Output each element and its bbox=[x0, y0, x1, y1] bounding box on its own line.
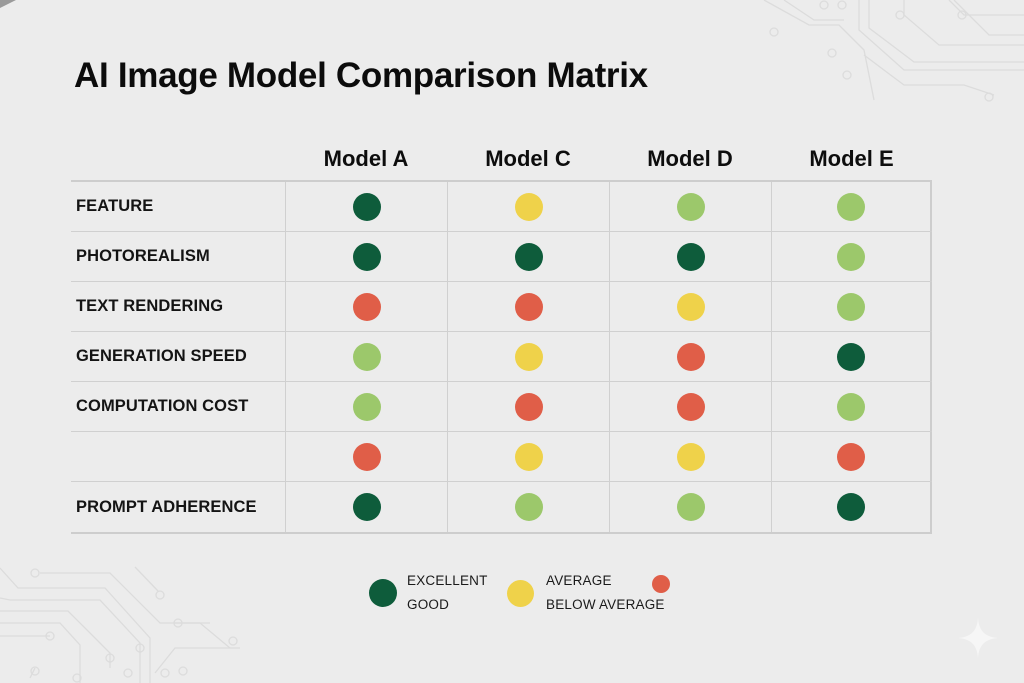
legend-label-below-average: BELOW AVERAGE bbox=[546, 597, 665, 612]
rating-dot-icon bbox=[837, 392, 865, 421]
circuit-pattern-decoration bbox=[763, 0, 1024, 102]
sparkle-icon bbox=[958, 618, 998, 658]
legend-label-average: AVERAGE bbox=[546, 573, 612, 588]
rating-dot-icon bbox=[352, 192, 381, 221]
rating-cell bbox=[285, 332, 447, 381]
rating-cell bbox=[447, 332, 609, 381]
rating-dot-icon bbox=[352, 342, 381, 371]
rating-cell bbox=[771, 232, 932, 281]
rating-dot-icon bbox=[676, 242, 705, 271]
legend: EXCELLENT GOOD AVERAGE BELOW AVERAGE bbox=[369, 570, 689, 620]
row-label-photorealism: PHOTOREALISM bbox=[76, 247, 210, 265]
rating-cell bbox=[609, 382, 771, 431]
legend-label-excellent: EXCELLENT bbox=[407, 573, 488, 588]
column-header-model-c: Model C bbox=[485, 146, 571, 171]
table-row: COMPUTATION COST bbox=[71, 382, 932, 432]
rating-dot-icon bbox=[837, 292, 865, 321]
table-row: GENERATION SPEED bbox=[71, 332, 932, 382]
rating-cell bbox=[609, 182, 771, 231]
rating-cell bbox=[771, 382, 932, 431]
rating-cell bbox=[447, 182, 609, 231]
table-row: FEATURE bbox=[71, 182, 932, 232]
row-label-computation-cost: COMPUTATION COST bbox=[76, 397, 249, 415]
rating-cell bbox=[771, 332, 932, 381]
legend-label-good: GOOD bbox=[407, 597, 450, 612]
legend-average-dot-icon bbox=[507, 580, 534, 607]
rating-dot-icon bbox=[676, 392, 705, 421]
rating-cell bbox=[771, 282, 932, 331]
rating-cell bbox=[285, 482, 447, 532]
rating-cell bbox=[447, 482, 609, 532]
legend-excellent-dot-icon bbox=[369, 579, 397, 607]
rating-dot-icon bbox=[837, 493, 865, 521]
rating-dot-icon bbox=[514, 442, 543, 471]
rating-dot-icon bbox=[514, 242, 543, 271]
table-row: PROMPT ADHERENCE bbox=[71, 482, 932, 532]
rating-cell bbox=[447, 282, 609, 331]
rating-dot-icon bbox=[676, 442, 705, 471]
rating-cell bbox=[285, 182, 447, 231]
rating-dot-icon bbox=[514, 342, 543, 371]
rating-cell bbox=[447, 232, 609, 281]
corner-empty-cell bbox=[71, 140, 285, 180]
column-header-model-d: Model D bbox=[647, 146, 733, 171]
rating-cell bbox=[771, 182, 932, 231]
circuit-pattern-decoration bbox=[0, 566, 240, 683]
row-label-text-rendering: TEXT RENDERING bbox=[76, 297, 224, 315]
rating-cell bbox=[609, 282, 771, 331]
page-title: AI Image Model Comparison Matrix bbox=[74, 56, 648, 95]
rating-cell bbox=[771, 432, 932, 481]
rating-dot-icon bbox=[352, 392, 381, 421]
corner-fold-icon bbox=[0, 0, 16, 8]
rating-dot-icon bbox=[676, 493, 705, 521]
row-label-unlabeled bbox=[71, 432, 285, 481]
table-row: PHOTOREALISM bbox=[71, 232, 932, 282]
rating-cell bbox=[609, 332, 771, 381]
rating-cell bbox=[609, 482, 771, 532]
rating-cell bbox=[447, 382, 609, 431]
rating-dot-icon bbox=[676, 292, 705, 321]
column-header-model-e: Model E bbox=[809, 146, 894, 171]
rating-cell bbox=[771, 482, 932, 532]
rating-dot-icon bbox=[837, 242, 865, 271]
rating-cell bbox=[285, 282, 447, 331]
rating-dot-icon bbox=[676, 192, 705, 221]
table-row bbox=[71, 432, 932, 482]
rating-dot-icon bbox=[676, 342, 705, 371]
rating-cell bbox=[285, 382, 447, 431]
rating-dot-icon bbox=[837, 192, 865, 221]
rating-dot-icon bbox=[352, 242, 381, 271]
rating-dot-icon bbox=[837, 442, 865, 471]
rating-cell bbox=[447, 432, 609, 481]
rating-dot-icon bbox=[514, 192, 543, 221]
rating-dot-icon bbox=[837, 342, 865, 371]
rating-cell bbox=[609, 232, 771, 281]
column-header-row: Model A Model C Model D Model E bbox=[71, 140, 932, 180]
row-label-feature: FEATURE bbox=[76, 197, 154, 215]
rating-dot-icon bbox=[352, 292, 381, 321]
column-header-model-a: Model A bbox=[323, 146, 409, 171]
row-label-prompt-adherence: PROMPT ADHERENCE bbox=[76, 497, 257, 516]
rating-dot-icon bbox=[514, 392, 543, 421]
rating-dot-icon bbox=[352, 442, 381, 471]
rating-dot-icon bbox=[352, 493, 381, 521]
rating-cell bbox=[285, 232, 447, 281]
table-row: TEXT RENDERING bbox=[71, 282, 932, 332]
rating-cell bbox=[609, 432, 771, 481]
matrix-body: FEATURE PHOTOREALISM TEXT RENDERING GENE… bbox=[71, 180, 932, 534]
row-label-generation-speed: GENERATION SPEED bbox=[76, 347, 247, 365]
rating-cell bbox=[285, 432, 447, 481]
rating-dot-icon bbox=[514, 493, 543, 521]
rating-dot-icon bbox=[514, 292, 543, 321]
comparison-matrix: Model A Model C Model D Model E FEATURE … bbox=[71, 140, 932, 534]
legend-below-average-dot-icon bbox=[652, 575, 670, 593]
